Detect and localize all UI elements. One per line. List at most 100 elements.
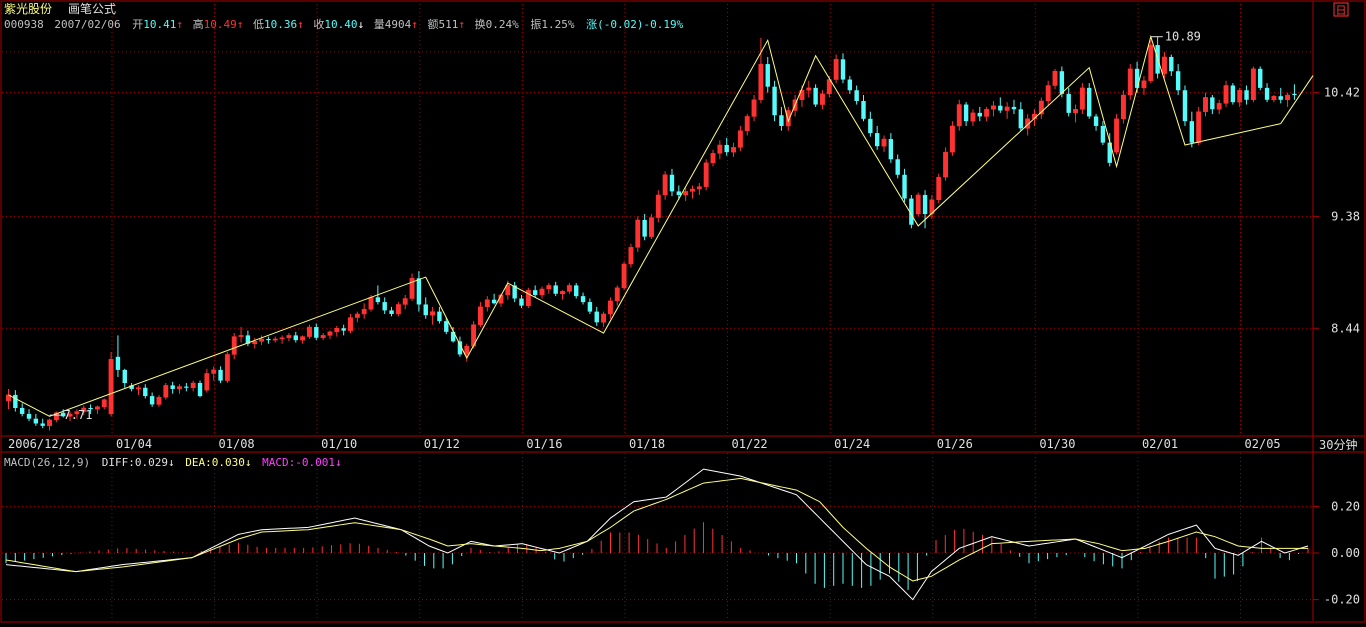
candle-body [430, 311, 436, 316]
candle-body [402, 298, 408, 305]
candle-body [1244, 90, 1249, 100]
candle-body [88, 407, 93, 410]
candle-body [1100, 125, 1106, 143]
candle [300, 335, 306, 344]
candle-body [874, 133, 880, 147]
candle-body [143, 387, 148, 397]
candle [525, 287, 531, 309]
day-box-icon[interactable]: 日 [1333, 2, 1349, 17]
candle-body [478, 306, 483, 325]
candle [444, 317, 449, 335]
candle [402, 294, 408, 310]
date-tick-label: 2006/12/28 [8, 437, 80, 451]
candle [909, 194, 914, 229]
stock-name: 紫光股份 [4, 2, 52, 16]
candle [1271, 95, 1277, 103]
date-tick-label: 02/01 [1142, 437, 1178, 451]
date-tick-label: 01/22 [732, 437, 768, 451]
candle-body [1189, 121, 1195, 143]
candle-body [683, 191, 689, 196]
candle [621, 261, 627, 291]
candle [949, 121, 955, 156]
date-tick-label: 02/05 [1245, 437, 1281, 451]
candle-body [635, 219, 641, 248]
candle-body [450, 331, 456, 342]
candle [1148, 40, 1154, 84]
candle [1018, 102, 1024, 131]
candle-body [519, 298, 524, 306]
candle-body [655, 194, 661, 218]
candle [655, 190, 661, 223]
candle [286, 333, 292, 342]
candle [13, 390, 18, 412]
candle [607, 297, 613, 319]
candle [416, 271, 422, 312]
candle-body [423, 304, 428, 316]
candle [922, 190, 928, 229]
candle-body [53, 412, 59, 421]
candle [820, 90, 825, 110]
candle [614, 285, 620, 306]
candle [26, 409, 32, 422]
candle-body [696, 186, 702, 190]
candle-body [115, 356, 121, 370]
candle [122, 368, 127, 388]
candle [437, 306, 442, 324]
candle-body [1278, 96, 1283, 100]
candle-body [991, 105, 996, 110]
candle-body [1127, 68, 1133, 96]
candle [259, 335, 265, 345]
candle [1216, 99, 1222, 115]
candle-body [1079, 87, 1085, 110]
candle [184, 383, 189, 392]
candle-body [484, 299, 490, 308]
amplitude-value: 1.25% [541, 18, 574, 31]
candle [293, 331, 298, 343]
candle-body [1004, 106, 1010, 111]
candle-body [998, 105, 1003, 111]
candle [998, 97, 1003, 113]
candle-body [1038, 100, 1044, 115]
candle [826, 75, 832, 98]
candle-body [94, 406, 100, 410]
candle-body [382, 302, 387, 311]
candle-body [368, 297, 374, 310]
candle [1059, 66, 1065, 98]
candle [1258, 66, 1263, 91]
candle [156, 394, 162, 407]
macd-header: MACD(26,12,9) DIFF:0.029↓ DEA:0.030↓ MAC… [4, 456, 342, 469]
candle-body [553, 285, 558, 294]
candle [1175, 64, 1181, 96]
high-arrow: ↑ [237, 18, 244, 31]
candle-body [532, 290, 538, 295]
stock-code: 000938 [4, 18, 44, 31]
candle-body [218, 369, 223, 381]
candle-body [156, 397, 162, 405]
candle-body [1182, 90, 1188, 122]
period-label[interactable]: 30分钟 [1319, 437, 1357, 452]
candle [833, 54, 839, 84]
low-value: 10.36 [264, 18, 297, 31]
candle [1250, 66, 1256, 103]
candle [1285, 92, 1291, 107]
candle-body [594, 311, 599, 323]
candle-body [395, 304, 401, 315]
candle-body [101, 399, 107, 408]
candle [1141, 75, 1147, 96]
candle-body [197, 383, 203, 397]
candle-body [177, 386, 182, 390]
candle [1237, 87, 1243, 107]
candle-body [389, 310, 394, 314]
candle [717, 140, 723, 160]
candle-body [861, 100, 866, 119]
candle-body [231, 336, 237, 355]
candle [1182, 85, 1188, 126]
candle-body [272, 338, 278, 341]
candle [101, 398, 107, 410]
candle-body [122, 369, 127, 383]
candle-body [868, 118, 873, 134]
dea-line [5, 477, 1308, 582]
candle-body [949, 125, 955, 153]
candle-body [1258, 68, 1263, 88]
candle [1045, 80, 1051, 106]
